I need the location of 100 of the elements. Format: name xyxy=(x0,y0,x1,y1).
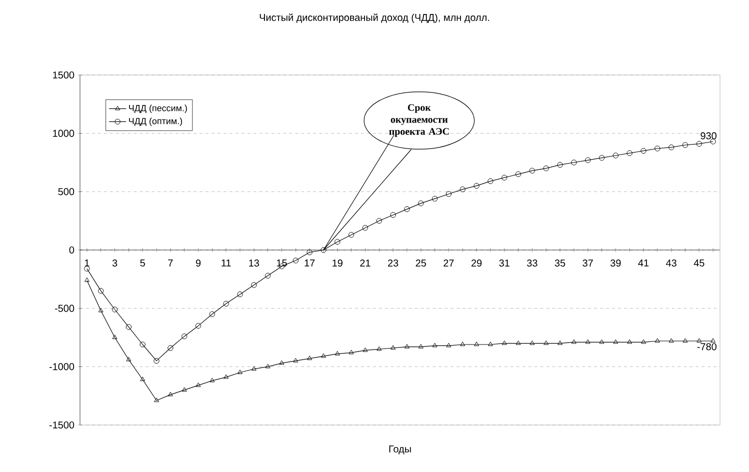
point xyxy=(293,358,298,362)
point xyxy=(84,277,90,282)
point xyxy=(251,366,256,371)
point xyxy=(585,339,590,344)
point xyxy=(390,212,396,218)
point xyxy=(432,196,438,202)
point xyxy=(404,206,410,212)
x-tick-label: 39 xyxy=(610,260,621,267)
point xyxy=(98,308,104,312)
legend-label: ЧДД (пессим.) xyxy=(129,104,187,114)
x-tick-label: 41 xyxy=(638,260,649,266)
x-tick-label: 33 xyxy=(527,260,538,267)
point xyxy=(446,191,452,197)
point xyxy=(320,247,326,253)
point xyxy=(515,171,522,178)
point xyxy=(168,345,174,351)
point xyxy=(168,392,173,396)
point xyxy=(640,339,646,344)
point xyxy=(446,342,452,348)
point xyxy=(209,311,216,318)
x-tick-label: 29 xyxy=(471,260,482,267)
x-tick-label: 27 xyxy=(444,260,454,266)
point xyxy=(376,218,382,224)
point xyxy=(557,162,563,168)
x-tick-label: 7 xyxy=(168,260,173,266)
x-tick-label: 23 xyxy=(388,260,398,267)
point xyxy=(334,350,340,356)
point xyxy=(182,333,188,340)
point xyxy=(195,322,202,329)
point xyxy=(418,200,424,206)
data-label: -780 xyxy=(697,343,716,350)
point xyxy=(112,334,118,340)
point xyxy=(238,370,242,374)
y-tick-label: 1000 xyxy=(53,130,74,137)
point xyxy=(126,324,132,330)
data-label: 930 xyxy=(700,132,716,140)
point xyxy=(251,282,257,288)
x-tick-label: 35 xyxy=(554,260,566,267)
point xyxy=(210,378,215,382)
x-tick-label: 43 xyxy=(666,260,676,267)
x-tick-label: 1 xyxy=(84,260,90,266)
point xyxy=(154,358,160,364)
y-tick-label: -1500 xyxy=(49,421,74,429)
point xyxy=(654,338,660,343)
point xyxy=(626,150,632,156)
point xyxy=(265,364,270,368)
x-tick-label: 5 xyxy=(140,260,145,266)
x-tick-label: 21 xyxy=(360,260,370,266)
y-tick-label: 0 xyxy=(69,246,74,254)
x-tick-label: 25 xyxy=(416,260,426,267)
x-axis-title: Годы xyxy=(389,446,411,454)
point xyxy=(390,345,396,350)
annotation: Срок окупаемости проекта АЭС xyxy=(389,104,449,137)
point xyxy=(474,342,480,346)
point xyxy=(223,300,229,307)
point xyxy=(306,249,312,256)
point xyxy=(348,232,354,238)
point xyxy=(544,340,549,345)
point xyxy=(682,338,688,343)
point xyxy=(362,347,368,352)
x-tick-label: 45 xyxy=(694,260,704,266)
point xyxy=(348,350,354,354)
point xyxy=(682,142,688,148)
point xyxy=(362,224,368,231)
point xyxy=(404,344,410,348)
point xyxy=(529,168,536,174)
point xyxy=(710,338,716,343)
point xyxy=(516,340,521,345)
point xyxy=(502,340,507,345)
point xyxy=(292,258,298,264)
point xyxy=(668,338,674,343)
point xyxy=(140,342,146,348)
point xyxy=(460,186,466,192)
point xyxy=(224,374,229,379)
x-tick-label: 37 xyxy=(582,260,593,267)
point xyxy=(98,288,104,294)
point xyxy=(502,174,508,181)
point xyxy=(488,342,493,346)
point xyxy=(571,160,577,166)
point xyxy=(696,140,702,147)
point xyxy=(599,339,604,344)
point xyxy=(584,157,591,164)
point xyxy=(126,356,132,362)
point xyxy=(598,154,605,161)
point xyxy=(558,340,562,345)
point xyxy=(334,238,340,245)
y-tick-label: 500 xyxy=(58,188,74,196)
point xyxy=(668,144,674,150)
y-tick-label: -1000 xyxy=(49,363,74,370)
point xyxy=(432,342,438,348)
point xyxy=(182,387,187,392)
point xyxy=(320,353,326,358)
point xyxy=(307,356,312,360)
x-tick-label: 31 xyxy=(499,260,510,267)
x-tick-label: 11 xyxy=(222,260,231,266)
point xyxy=(488,178,494,184)
point xyxy=(474,182,480,189)
point xyxy=(613,339,618,344)
y-tick-label: -500 xyxy=(54,304,74,312)
point xyxy=(543,165,549,172)
